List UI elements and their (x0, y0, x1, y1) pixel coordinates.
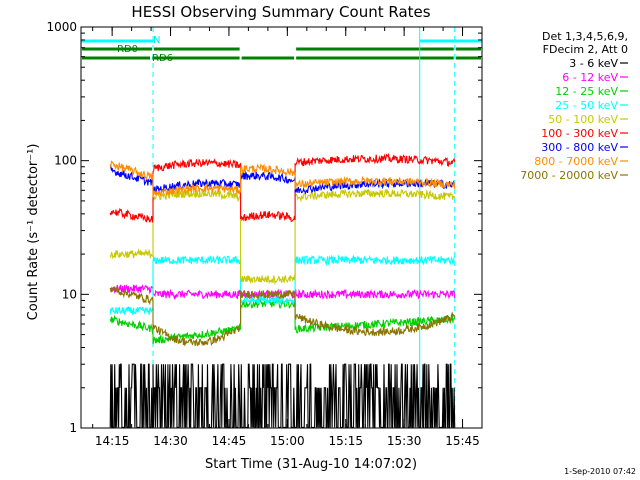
x-tick-label-0: 14:15 (95, 434, 130, 448)
series-line-5 (109, 152, 456, 223)
x-tick-label-1: 14:30 (153, 434, 188, 448)
legend-entry-5: 100 - 300 keV (541, 127, 618, 140)
x-tick-label-5: 15:30 (387, 434, 422, 448)
x-tick-label-2: 14:45 (212, 434, 247, 448)
chart-title: HESSI Observing Summary Count Rates (131, 3, 430, 21)
rd6-label: RD6 (152, 53, 173, 64)
legend-entry-3: 25 - 50 keV (555, 99, 618, 112)
footer-date: 1-Sep-2010 07:42 (564, 467, 636, 476)
legend-entry-4: 50 - 100 keV (548, 113, 618, 126)
y-tick-label-0: 1 (69, 421, 77, 435)
x-tick-label-4: 15:15 (328, 434, 363, 448)
legend-entry-6: 300 - 800 keV (541, 141, 618, 154)
series-line-7 (109, 160, 456, 198)
status-bars (81, 39, 482, 60)
x-axis-ticks: 14:15 14:30 14:45 15:00 15:15 15:30 15:45 (92, 27, 483, 448)
legend-entry-7: 800 - 7000 keV (534, 155, 618, 168)
x-tick-label-3: 15:00 (270, 434, 305, 448)
legend-header-line-2: FDecim 2, Att 0 (543, 43, 628, 56)
legend-entry-8: 7000 - 20000 keV (520, 169, 618, 182)
legend-header-line-1: Det 1,3,4,5,6,9, (542, 30, 628, 43)
legend-entry-1: 6 - 12 keV (562, 71, 618, 84)
plot-frame (80, 26, 483, 429)
rd0-label: RD0 (117, 44, 138, 55)
legend-entry-0: 3 - 6 keV (569, 57, 618, 70)
y-axis-ticks: 1 10 100 1000 (46, 20, 482, 435)
x-axis-label: Start Time (31-Aug-10 14:07:02) (205, 457, 417, 472)
series-line-0 (109, 363, 456, 428)
legend-entry-2: 12 - 25 keV (555, 85, 618, 98)
y-tick-label-3: 1000 (46, 20, 77, 34)
y-axis-label: Count Rate (s⁻¹ detector⁻¹) (26, 144, 41, 321)
night-label: N (153, 35, 160, 46)
series-line-6 (110, 165, 456, 196)
series-line-4 (109, 187, 456, 286)
legend: Det 1,3,4,5,6,9, FDecim 2, Att 0 3 - 6 k… (520, 30, 628, 182)
y-tick-label-2: 100 (54, 154, 77, 168)
series-line-8 (109, 286, 456, 347)
series-line-3 (109, 254, 455, 316)
series-line-2 (109, 298, 456, 345)
y-tick-label-1: 10 (62, 287, 77, 301)
series-lines (109, 152, 456, 428)
x-tick-label-6: 15:45 (445, 434, 480, 448)
